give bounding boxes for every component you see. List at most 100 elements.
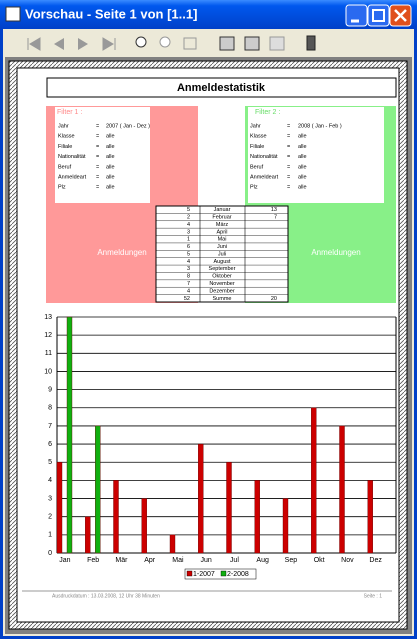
filter-label: Klasse bbox=[58, 134, 75, 140]
filter-label: Anmeldeart bbox=[58, 174, 87, 180]
filter-eq: = bbox=[96, 164, 99, 170]
bar bbox=[169, 534, 176, 554]
filter-caption: Anmeldungen bbox=[311, 248, 360, 257]
filter-title: Filter 2 : bbox=[255, 109, 280, 116]
table-value: 13 bbox=[271, 207, 277, 213]
x-tick-label: Sep bbox=[285, 557, 298, 564]
table-month: September bbox=[209, 266, 236, 272]
bar bbox=[226, 462, 232, 554]
bar bbox=[198, 443, 204, 554]
legend-swatch bbox=[186, 570, 193, 577]
filter-eq: = bbox=[287, 123, 290, 129]
table-month: Summe bbox=[213, 296, 232, 302]
filter-value: alle bbox=[298, 154, 307, 160]
filter-label: Filiale bbox=[250, 144, 264, 150]
filter-value: 2008 ( Jan - Feb ) bbox=[298, 123, 342, 129]
bar bbox=[85, 516, 91, 554]
filter-eq: = bbox=[96, 134, 99, 140]
bar bbox=[311, 407, 317, 554]
filter-value: alle bbox=[298, 185, 307, 191]
print-setup-button[interactable] bbox=[244, 36, 260, 51]
filter-value: alle bbox=[106, 154, 115, 160]
x-tick-label: Okt bbox=[314, 557, 325, 564]
filter-label: Jahr bbox=[250, 123, 261, 129]
legend-box bbox=[184, 568, 257, 580]
y-tick-label: 8 bbox=[48, 405, 52, 412]
table-value: 3 bbox=[187, 229, 190, 235]
filter-eq: = bbox=[96, 185, 99, 191]
legend-label: 1-2007 bbox=[193, 571, 215, 578]
close-glyph bbox=[394, 9, 407, 22]
table-value: 4 bbox=[187, 288, 190, 294]
report-title: Anmeldestatistik bbox=[177, 82, 266, 94]
table-month: Februar bbox=[212, 215, 231, 221]
export-button[interactable] bbox=[269, 36, 285, 51]
print-button[interactable] bbox=[219, 36, 235, 51]
next-page-button[interactable] bbox=[78, 38, 88, 50]
window-title: Vorschau - Seite 1 von [1..1] bbox=[25, 6, 197, 21]
y-tick-label: 1 bbox=[48, 532, 52, 539]
zoom-in-button[interactable] bbox=[135, 36, 147, 48]
table-month: Juni bbox=[217, 244, 227, 250]
y-tick-label: 5 bbox=[48, 459, 52, 466]
table-value: 4 bbox=[187, 222, 190, 228]
minimize-button[interactable] bbox=[345, 4, 368, 27]
filter-eq: = bbox=[96, 174, 99, 180]
footer-left: Ausdruckdatum : 13.03.2008, 12 Uhr 38 Mi… bbox=[52, 593, 160, 599]
filter-value: 2007 ( Jan - Dez ) bbox=[106, 123, 150, 129]
filter-eq: = bbox=[287, 174, 290, 180]
x-tick-label: Nov bbox=[341, 557, 354, 564]
filter-label: Jahr bbox=[58, 123, 69, 129]
maximize-button[interactable] bbox=[367, 4, 390, 27]
filter-label: Filiale bbox=[58, 144, 72, 150]
filter-value: alle bbox=[298, 144, 307, 150]
y-tick-label: 12 bbox=[44, 332, 52, 339]
filter-eq: = bbox=[96, 144, 99, 150]
bar bbox=[367, 480, 373, 554]
exit-button[interactable] bbox=[306, 35, 316, 51]
zoom-100-button[interactable] bbox=[183, 37, 197, 50]
bar bbox=[95, 425, 101, 554]
y-tick-label: 7 bbox=[48, 423, 52, 430]
footer-right: Seite : 1 bbox=[364, 593, 383, 599]
x-tick-label: Aug bbox=[256, 557, 269, 564]
y-tick-label: 10 bbox=[44, 368, 52, 375]
table-month: August bbox=[213, 259, 231, 265]
x-tick-label: Mär bbox=[115, 557, 128, 564]
table-value: 7 bbox=[187, 281, 190, 287]
filter-value: alle bbox=[106, 174, 115, 180]
y-tick-label: 3 bbox=[48, 495, 52, 502]
x-tick-label: Jan bbox=[59, 557, 70, 564]
first-page-button[interactable] bbox=[27, 37, 41, 51]
filter-box-2 bbox=[248, 107, 384, 203]
zoom-out-button[interactable] bbox=[159, 36, 171, 48]
y-tick-label: 9 bbox=[48, 386, 52, 393]
filter-value: alle bbox=[106, 144, 115, 150]
month-table bbox=[155, 205, 289, 303]
table-value: 52 bbox=[184, 296, 190, 302]
table-month: März bbox=[216, 222, 228, 228]
filter-value: alle bbox=[298, 164, 307, 170]
prev-page-button[interactable] bbox=[54, 38, 64, 50]
filter-label: Anmeldeart bbox=[250, 174, 279, 180]
filter-value: alle bbox=[298, 134, 307, 140]
last-page-button[interactable] bbox=[102, 37, 116, 51]
filter-eq: = bbox=[287, 144, 290, 150]
y-tick-label: 13 bbox=[44, 314, 52, 321]
table-value: 7 bbox=[274, 215, 277, 221]
x-tick-label: Feb bbox=[87, 557, 99, 564]
table-month: Januar bbox=[214, 207, 231, 213]
filter-eq: = bbox=[287, 134, 290, 140]
table-month: November bbox=[209, 281, 235, 287]
bar bbox=[66, 316, 73, 554]
filter-value: alle bbox=[298, 174, 307, 180]
bar bbox=[339, 425, 345, 554]
x-tick-label: Jun bbox=[201, 557, 212, 564]
x-tick-label: Jul bbox=[230, 557, 239, 564]
legend-swatch bbox=[220, 570, 227, 577]
maximize-glyph bbox=[372, 9, 385, 22]
table-month: Juli bbox=[218, 251, 226, 257]
filter-eq: = bbox=[96, 154, 99, 160]
table-month: Dezember bbox=[209, 288, 235, 294]
